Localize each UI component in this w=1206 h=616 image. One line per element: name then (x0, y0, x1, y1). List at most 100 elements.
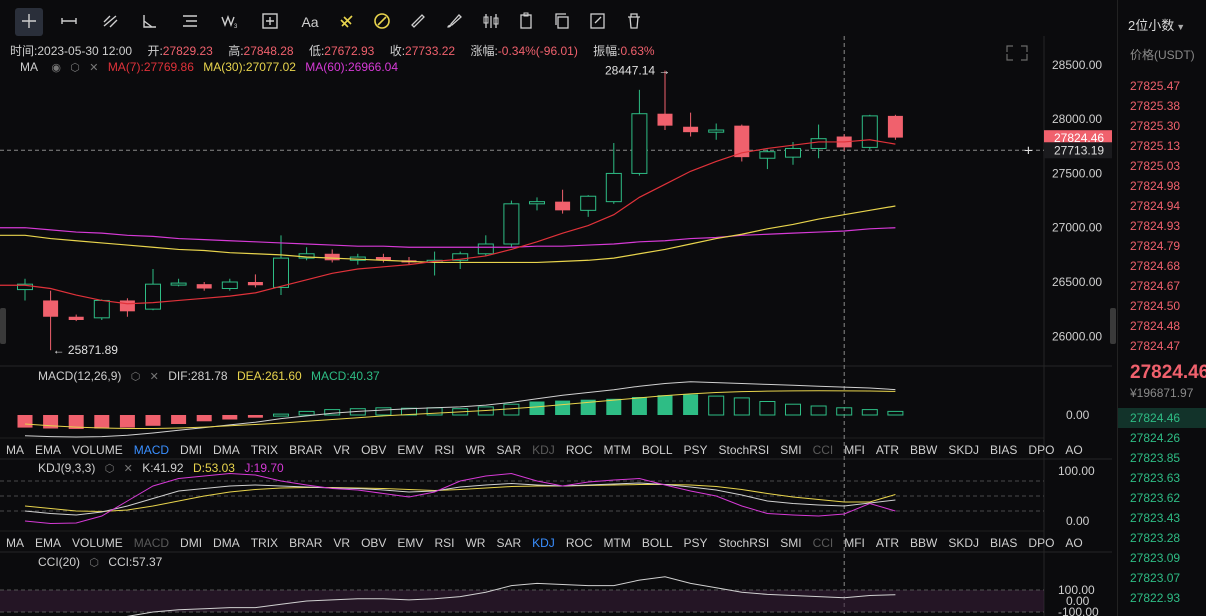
indicator-tab-mfi[interactable]: MFI (844, 536, 865, 550)
indicator-tab-cci[interactable]: CCI (812, 536, 834, 550)
indicator-tab-macd[interactable]: MACD (133, 536, 170, 550)
magnet-tool-button[interactable] (333, 8, 361, 36)
candle-settings-tool-button[interactable] (477, 8, 505, 36)
bid-price-row[interactable]: 27823.09 (1130, 551, 1181, 565)
indicator-tab-emv[interactable]: EMV (397, 536, 424, 550)
settings-icon[interactable]: ⬡ (130, 371, 141, 383)
clipboard-tool-button[interactable] (512, 8, 540, 36)
indicator-tab-dma[interactable]: DMA (213, 443, 240, 457)
bid-price-row[interactable]: 27824.46 (1118, 408, 1206, 428)
indicator-tab-obv[interactable]: OBV (361, 443, 387, 457)
indicator-tab-psy[interactable]: PSY (683, 536, 708, 550)
indicator-tab-mfi[interactable]: MFI (844, 443, 865, 457)
indicator-tab-wr[interactable]: WR (465, 536, 486, 550)
ask-price-row[interactable]: 27824.93 (1130, 219, 1181, 233)
indicator-tab-atr[interactable]: ATR (875, 443, 900, 457)
horizontal-line-tool-button[interactable] (55, 8, 83, 36)
edit-tool-button[interactable] (584, 8, 612, 36)
indicator-tab-cci[interactable]: CCI (812, 443, 834, 457)
indicator-tab-vr[interactable]: VR (333, 536, 351, 550)
indicator-tab-ema[interactable]: EMA (35, 443, 62, 457)
trend-line-tool-button[interactable] (96, 8, 124, 36)
ask-price-row[interactable]: 27825.03 (1130, 159, 1181, 173)
ask-price-row[interactable]: 27825.38 (1130, 99, 1181, 113)
indicator-tab-wr[interactable]: WR (465, 443, 486, 457)
settings-icon[interactable]: ⬡ (104, 463, 115, 475)
indicator-tab-smi[interactable]: SMI (780, 536, 802, 550)
bid-price-row[interactable]: 27824.26 (1130, 431, 1181, 445)
ask-price-row[interactable]: 27824.68 (1130, 259, 1181, 273)
cci-indicator-name[interactable]: CCI(20) (38, 555, 81, 569)
indicator-tab-atr[interactable]: ATR (875, 536, 900, 550)
bid-price-row[interactable]: 27823.28 (1130, 531, 1181, 545)
indicator-tab-ma[interactable]: MA (6, 443, 24, 457)
indicator-tab-skdj[interactable]: SKDJ (948, 443, 980, 457)
indicator-tab-bias[interactable]: BIAS (990, 536, 1018, 550)
indicator-tab-emv[interactable]: EMV (397, 443, 424, 457)
chart-area[interactable]: 28500.00 28000.00 27500.00 27000.00 26500.00… (0, 36, 1112, 616)
bid-price-row[interactable]: 27823.43 (1130, 511, 1181, 525)
indicator-tab-kdj[interactable]: KDJ (532, 443, 555, 457)
kdj-indicator-name[interactable]: KDJ(9,3,3) (38, 461, 96, 475)
indicator-tab-stochrsi[interactable]: StochRSI (718, 536, 770, 550)
indicator-tab-ma[interactable]: MA (6, 536, 24, 550)
trash-tool-button[interactable] (620, 8, 648, 36)
indicator-tab-kdj[interactable]: KDJ (532, 536, 555, 550)
indicator-tab-roc[interactable]: ROC (565, 536, 593, 550)
ruler-tool-button[interactable] (404, 8, 432, 36)
indicator-tab-ao[interactable]: AO (1065, 443, 1083, 457)
add-shape-tool-button[interactable] (256, 8, 284, 36)
indicator-tab-rsi[interactable]: RSI (434, 536, 455, 550)
visibility-icon[interactable]: ◉ (51, 62, 61, 74)
indicator-tab-dpo[interactable]: DPO (1028, 443, 1055, 457)
brush-tool-button[interactable] (440, 8, 468, 36)
settings-icon[interactable]: ⬡ (70, 62, 80, 74)
candlestick-chart[interactable]: 28500.00 28000.00 27500.00 27000.00 26500.00… (0, 36, 1112, 616)
indicator-tab-boll[interactable]: BOLL (641, 536, 673, 550)
lock-tool-button[interactable] (368, 8, 396, 36)
ask-price-row[interactable]: 27825.47 (1130, 79, 1181, 93)
ma-indicator-name[interactable]: MA (20, 60, 38, 74)
bid-price-row[interactable]: 27823.07 (1130, 571, 1181, 585)
indicator-tab-obv[interactable]: OBV (361, 536, 387, 550)
indicator-tab-mtm[interactable]: MTM (603, 536, 631, 550)
indicator-tab-dma[interactable]: DMA (213, 536, 240, 550)
ask-price-row[interactable]: 27825.30 (1130, 119, 1181, 133)
bid-price-row[interactable]: 27822.93 (1130, 591, 1181, 605)
indicator-tab-brar[interactable]: BRAR (289, 536, 323, 550)
indicator-tab-sar[interactable]: SAR (496, 443, 522, 457)
ask-price-row[interactable]: 27824.48 (1130, 319, 1181, 333)
ask-price-row[interactable]: 27824.94 (1130, 199, 1181, 213)
indicator-tab-roc[interactable]: ROC (565, 443, 593, 457)
indicator-tab-boll[interactable]: BOLL (641, 443, 673, 457)
indicator-tab-bias[interactable]: BIAS (990, 443, 1018, 457)
ask-price-row[interactable]: 27824.79 (1130, 239, 1181, 253)
decimal-precision-select[interactable]: 2位小数 ▼ (1128, 15, 1185, 34)
indicator-tab-stochrsi[interactable]: StochRSI (718, 443, 770, 457)
indicator-tab-ema[interactable]: EMA (35, 536, 62, 550)
text-tool-button[interactable]: Aa (296, 8, 324, 36)
ask-price-row[interactable]: 27824.98 (1130, 179, 1181, 193)
close-icon[interactable]: ✕ (123, 463, 133, 475)
ask-price-row[interactable]: 27824.47 (1130, 339, 1181, 353)
settings-icon[interactable]: ⬡ (89, 557, 99, 569)
indicator-tab-trix[interactable]: TRIX (250, 536, 279, 550)
wave-tool-button[interactable]: 3 (216, 8, 244, 36)
indicator-tab-smi[interactable]: SMI (780, 443, 802, 457)
left-collapse-handle[interactable] (0, 308, 6, 344)
bid-price-row[interactable]: 27823.63 (1130, 471, 1181, 485)
indicator-tab-macd[interactable]: MACD (133, 443, 170, 457)
indicator-tab-bbw[interactable]: BBW (910, 536, 938, 550)
ask-price-row[interactable]: 27824.67 (1130, 279, 1181, 293)
indicator-tab-volume[interactable]: VOLUME (72, 443, 123, 457)
ask-price-row[interactable]: 27825.13 (1130, 139, 1181, 153)
bid-price-row[interactable]: 27823.85 (1130, 451, 1181, 465)
parallel-lines-tool-button[interactable] (176, 8, 204, 36)
ask-price-row[interactable]: 27824.50 (1130, 299, 1181, 313)
indicator-tab-bbw[interactable]: BBW (910, 443, 938, 457)
indicator-tab-rsi[interactable]: RSI (434, 443, 455, 457)
right-collapse-handle[interactable] (1110, 308, 1116, 344)
indicator-tab-sar[interactable]: SAR (496, 536, 522, 550)
close-icon[interactable]: ✕ (89, 62, 99, 74)
indicator-tab-dmi[interactable]: DMI (180, 443, 203, 457)
